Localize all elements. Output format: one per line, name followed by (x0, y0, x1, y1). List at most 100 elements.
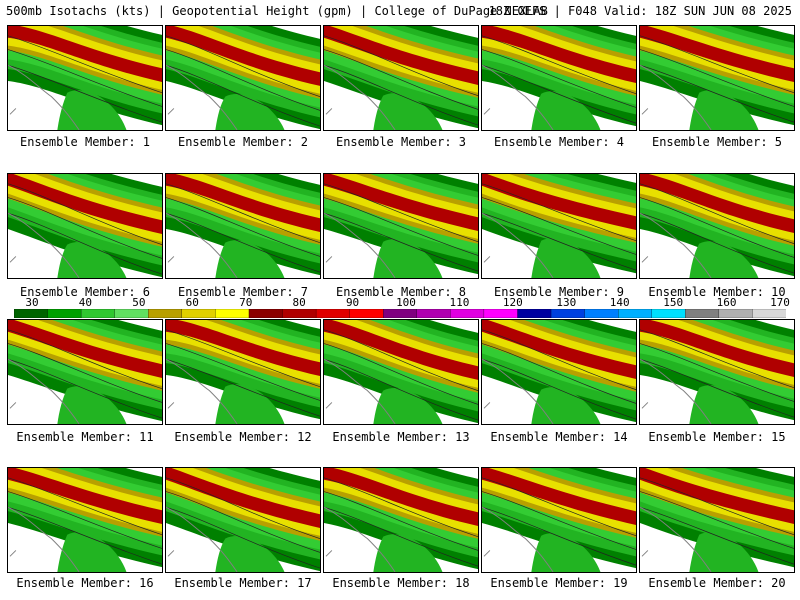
colorbar-swatch (752, 309, 786, 318)
isotach-band (640, 320, 794, 377)
height-contour (640, 506, 794, 565)
colorbar-tick-label: 140 (609, 296, 630, 309)
ensemble-member-map (165, 25, 321, 131)
height-contour (482, 212, 636, 271)
height-contour (640, 197, 794, 258)
isotach-band (215, 94, 285, 130)
isotach-band (166, 174, 320, 232)
ensemble-member-label: Ensemble Member: 9 (493, 285, 625, 299)
height-contour (166, 358, 320, 417)
height-contour (166, 197, 320, 257)
colorbar-tick-label: 70 (239, 296, 253, 309)
height-contour (482, 506, 636, 566)
isotach-band (57, 532, 127, 572)
height-contour (324, 477, 478, 538)
colorbar-swatch (315, 309, 351, 318)
isotach-band (531, 387, 601, 424)
ensemble-member-label: Ensemble Member: 14 (490, 430, 628, 444)
ensemble-member-label: Ensemble Member: 12 (174, 430, 312, 444)
colorbar-swatch (248, 309, 284, 318)
height-contour (8, 358, 162, 419)
ensemble-member-label: Ensemble Member: 19 (490, 576, 628, 590)
isotach-band (324, 468, 478, 526)
coastline (640, 212, 712, 278)
ensemble-member-map (639, 173, 795, 279)
ensemble-member-label: Ensemble Member: 15 (648, 430, 786, 444)
height-contour (324, 183, 478, 243)
height-contour (324, 329, 478, 391)
height-contour (8, 212, 162, 275)
ensemble-member-label: Ensemble Member: 3 (335, 135, 467, 149)
ensemble-member-map (481, 467, 637, 573)
isotach-band (373, 534, 443, 572)
colorbar-swatch (215, 309, 250, 318)
height-contour (482, 197, 636, 255)
height-contour (324, 64, 478, 126)
isotach-band (373, 93, 443, 130)
colorbar-swatch (349, 309, 384, 318)
ensemble-member-label: Ensemble Member: 8 (335, 285, 467, 299)
ensemble-member-map (481, 25, 637, 131)
header-title: 500mb Isotachs (kts) | Geopotential Heig… (6, 4, 548, 18)
ensemble-member-map (7, 25, 163, 131)
colorbar-tick-label: 150 (663, 296, 684, 309)
isotach-band (166, 26, 320, 86)
coastline (166, 358, 238, 424)
colorbar-tick-label: 30 (25, 296, 39, 309)
colorbar-swatch (550, 309, 586, 318)
coastline (8, 212, 80, 278)
coastline (166, 506, 238, 572)
height-contour (482, 329, 636, 390)
height-contour (166, 329, 320, 388)
isotach-band (57, 242, 127, 278)
ensemble-member-label: Ensemble Member: 4 (493, 135, 625, 149)
coastline (324, 212, 396, 278)
height-contour (482, 477, 636, 537)
isotach-band (57, 386, 127, 424)
ensemble-member-map (639, 319, 795, 425)
colorbar-swatch (181, 309, 217, 318)
height-contour (8, 183, 162, 245)
ensemble-member-map (323, 173, 479, 279)
height-contour (8, 197, 162, 259)
colorbar-scale (14, 309, 786, 318)
isotach-band (324, 26, 478, 85)
colorbar-swatch (651, 309, 686, 318)
ensemble-member-map (323, 467, 479, 573)
colorbar-swatch (584, 309, 619, 318)
coastline (324, 358, 396, 424)
ensemble-member-label: Ensemble Member: 20 (648, 576, 786, 590)
height-contour (8, 64, 162, 123)
height-contour (640, 64, 794, 123)
height-contour (324, 343, 478, 405)
ensemble-member-label: Ensemble Member: 18 (332, 576, 470, 590)
height-contour (166, 491, 320, 553)
height-contour (166, 506, 320, 569)
coastline (166, 64, 238, 130)
height-contour (640, 212, 794, 274)
colorbar-tick-label: 90 (345, 296, 360, 309)
height-contour (640, 358, 794, 418)
coastline (640, 358, 712, 424)
height-contour (482, 64, 636, 124)
colorbar-swatch (718, 309, 754, 318)
height-contour (482, 358, 636, 420)
isotach-band (482, 26, 636, 83)
isotach-band (531, 533, 601, 572)
height-contour (482, 491, 636, 550)
ensemble-member-label: Ensemble Member: 17 (174, 576, 312, 590)
ensemble-member-map (481, 173, 637, 279)
coastline (8, 506, 80, 572)
height-contour (640, 477, 794, 536)
isotach-band (324, 174, 478, 231)
height-contour (640, 49, 794, 107)
height-contour (324, 49, 478, 110)
isotach-band (8, 320, 162, 378)
colorbar-swatch (148, 309, 183, 318)
colorbar-swatch (47, 309, 82, 318)
colorbar-tick-label: 100 (396, 296, 416, 309)
height-contour (8, 506, 162, 565)
colorbar-labels: 30 40 50 60 70 80 90 100 110 120 130 140 150 160 170 (14, 296, 790, 309)
isotach-band (373, 239, 443, 278)
colorbar-swatch (685, 309, 720, 318)
